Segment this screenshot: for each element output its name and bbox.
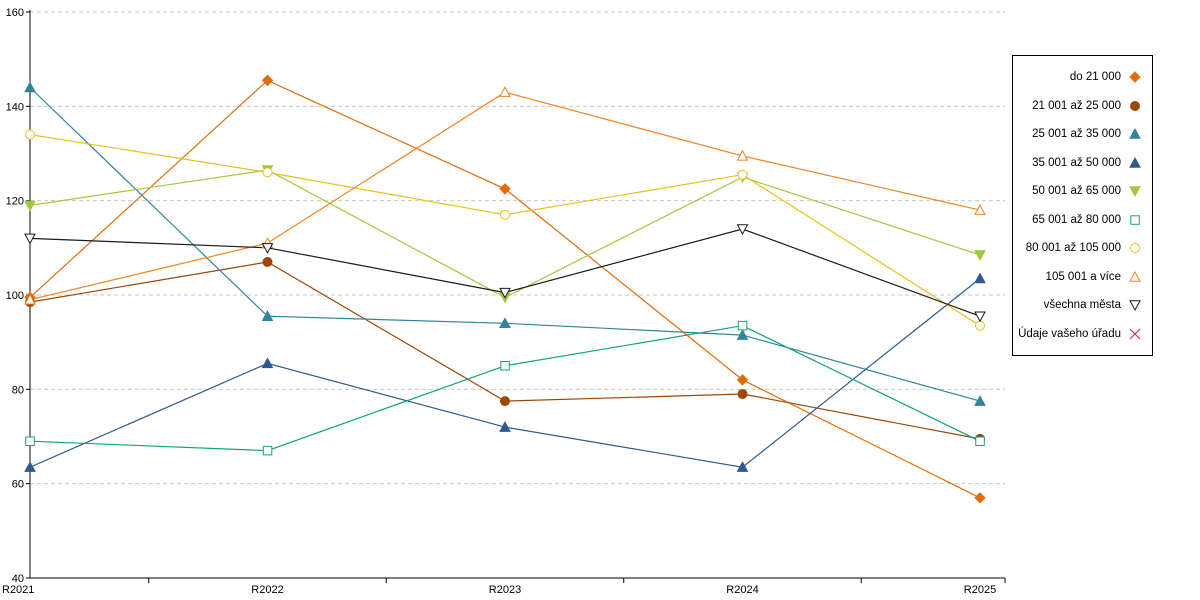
svg-text:80: 80 [12, 384, 24, 396]
svg-text:160: 160 [6, 7, 24, 19]
legend-item-9[interactable]: Údaje vašeho úřadu [1017, 320, 1144, 349]
legend-marker-icon [1130, 243, 1140, 254]
legend-marker-icon [1129, 186, 1141, 198]
legend-label: 35 001 až 50 000 [1032, 156, 1121, 169]
legend-item-7[interactable]: 105 001 a více [1017, 263, 1144, 292]
legend-marker-icon [1129, 300, 1141, 312]
svg-text:R2023: R2023 [489, 584, 521, 596]
legend-item-5[interactable]: 65 001 až 80 000 [1017, 206, 1144, 235]
legend-label: 105 001 a více [1045, 270, 1121, 283]
svg-text:40: 40 [12, 573, 24, 585]
legend-marker-icon [1129, 328, 1141, 340]
svg-text:60: 60 [12, 479, 24, 491]
svg-text:100: 100 [6, 290, 24, 302]
legend-label: Údaje vašeho úřadu [1018, 327, 1121, 340]
legend-label: 80 001 až 105 000 [1025, 242, 1121, 255]
legend-label: 21 001 až 25 000 [1032, 99, 1121, 112]
legend-marker-icon [1129, 156, 1141, 168]
legend-item-8[interactable]: všechna města [1017, 291, 1144, 320]
legend-item-1[interactable]: 21 001 až 25 000 [1017, 92, 1144, 121]
chart-legend: do 21 000 21 001 až 25 000 25 001 až 35 00… [1012, 55, 1153, 356]
legend-label: 25 001 až 35 000 [1032, 128, 1121, 141]
legend-item-4[interactable]: 50 001 až 65 000 [1017, 177, 1144, 206]
svg-text:140: 140 [6, 101, 24, 113]
legend-item-6[interactable]: 80 001 až 105 000 [1017, 234, 1144, 263]
legend-item-3[interactable]: 35 001 až 50 000 [1017, 149, 1144, 178]
legend-label: do 21 000 [1069, 71, 1121, 84]
svg-text:120: 120 [6, 196, 24, 208]
legend-label: všechna města [1043, 299, 1121, 312]
legend-item-2[interactable]: 25 001 až 35 000 [1017, 120, 1144, 149]
legend-item-0[interactable]: do 21 000 [1017, 63, 1144, 92]
line-chart: 40 60 80 100 120 140 160 R2021 R2022 R2023 R2024 R2… [2, 7, 1006, 596]
svg-text:R2024: R2024 [726, 584, 758, 596]
legend-marker-icon [1129, 71, 1141, 83]
legend-marker-icon [1130, 215, 1140, 225]
legend-marker-icon [1129, 270, 1141, 282]
svg-text:R2025: R2025 [964, 584, 996, 596]
svg-text:R2021: R2021 [2, 584, 34, 596]
svg-text:R2022: R2022 [251, 584, 283, 596]
legend-label: 65 001 až 80 000 [1032, 213, 1121, 226]
legend-marker-icon [1130, 100, 1140, 111]
legend-label: 50 001 až 65 000 [1032, 185, 1121, 198]
legend-marker-icon [1129, 128, 1141, 139]
